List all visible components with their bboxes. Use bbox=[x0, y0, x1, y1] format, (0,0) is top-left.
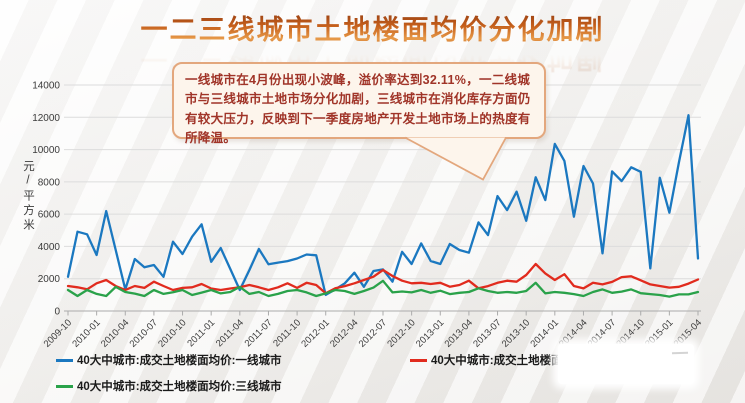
annotation-callout: 一线城市在4月份出现小波峰，溢价率达到32.11%，一二线城市与三线城市土地市场… bbox=[172, 62, 546, 145]
x-axis-tick-label: 2011-07 bbox=[243, 317, 275, 349]
y-axis-unit-label: 元/平方米 bbox=[22, 160, 34, 233]
tier2-line-swatch bbox=[410, 358, 427, 362]
x-axis-tick-label: 2011-04 bbox=[214, 317, 246, 349]
legend-item-tier1: 40大中城市:成交土地楼面均价:一线城市 bbox=[56, 352, 281, 368]
y-axis-tick-label: 0 bbox=[54, 307, 60, 318]
x-axis-tick-label: 2012-10 bbox=[385, 317, 417, 349]
legend-label-tier1: 40大中城市:成交土地楼面均价:一线城市 bbox=[77, 355, 282, 367]
x-axis-tick-label: 2012-04 bbox=[328, 317, 360, 349]
x-axis-tick-label: 2013-10 bbox=[500, 317, 532, 349]
legend-item-tier3: 40大中城市:成交土地楼面均价:三线城市 bbox=[56, 378, 281, 394]
y-axis-tick-label: 8000 bbox=[38, 177, 61, 188]
y-axis-tick-label: 6000 bbox=[38, 210, 61, 221]
x-axis-tick-label: 2012-07 bbox=[357, 317, 389, 349]
x-axis-tick-label: 2010-04 bbox=[99, 317, 131, 349]
x-axis-tick-label: 2012-01 bbox=[299, 317, 331, 349]
x-axis-tick-label: 2014-01 bbox=[529, 317, 561, 349]
y-axis-tick-label: 2000 bbox=[38, 274, 61, 285]
legend-label-tier2: 40大中城市:成交土地楼面 bbox=[431, 355, 563, 367]
annotation-text: 一线城市在4月份出现小波峰，溢价率达到32.11%，一二线城市与三线城市土地市场… bbox=[185, 73, 531, 146]
legend-item-tier2: 40大中城市:成交土地楼面 bbox=[410, 352, 563, 368]
y-axis-tick-label: 12000 bbox=[32, 113, 60, 124]
x-axis-tick-label: 2013-01 bbox=[414, 317, 446, 349]
tier3-line-swatch bbox=[56, 384, 73, 388]
y-axis-tick-label: 10000 bbox=[32, 145, 60, 156]
x-axis-tick-label: 2011-01 bbox=[185, 317, 217, 349]
y-axis-tick-label: 4000 bbox=[38, 242, 61, 253]
watermark-cover-box bbox=[558, 344, 694, 384]
x-axis-tick-label: 2010-01 bbox=[70, 317, 102, 349]
y-axis-tick-label: 14000 bbox=[32, 81, 60, 92]
legend-label-tier3: 40大中城市:成交土地楼面均价:三线城市 bbox=[77, 381, 282, 393]
x-axis-tick-label: 2010-07 bbox=[128, 317, 160, 349]
x-axis-tick-label: 2013-04 bbox=[443, 317, 475, 349]
x-axis-tick-label: 2009-10 bbox=[42, 317, 74, 349]
x-axis-tick-label: 2011-10 bbox=[271, 317, 303, 349]
x-axis-tick-label: 2010-10 bbox=[156, 317, 188, 349]
tier1-line-swatch bbox=[56, 358, 73, 362]
x-axis-tick-label: 2013-07 bbox=[471, 317, 503, 349]
